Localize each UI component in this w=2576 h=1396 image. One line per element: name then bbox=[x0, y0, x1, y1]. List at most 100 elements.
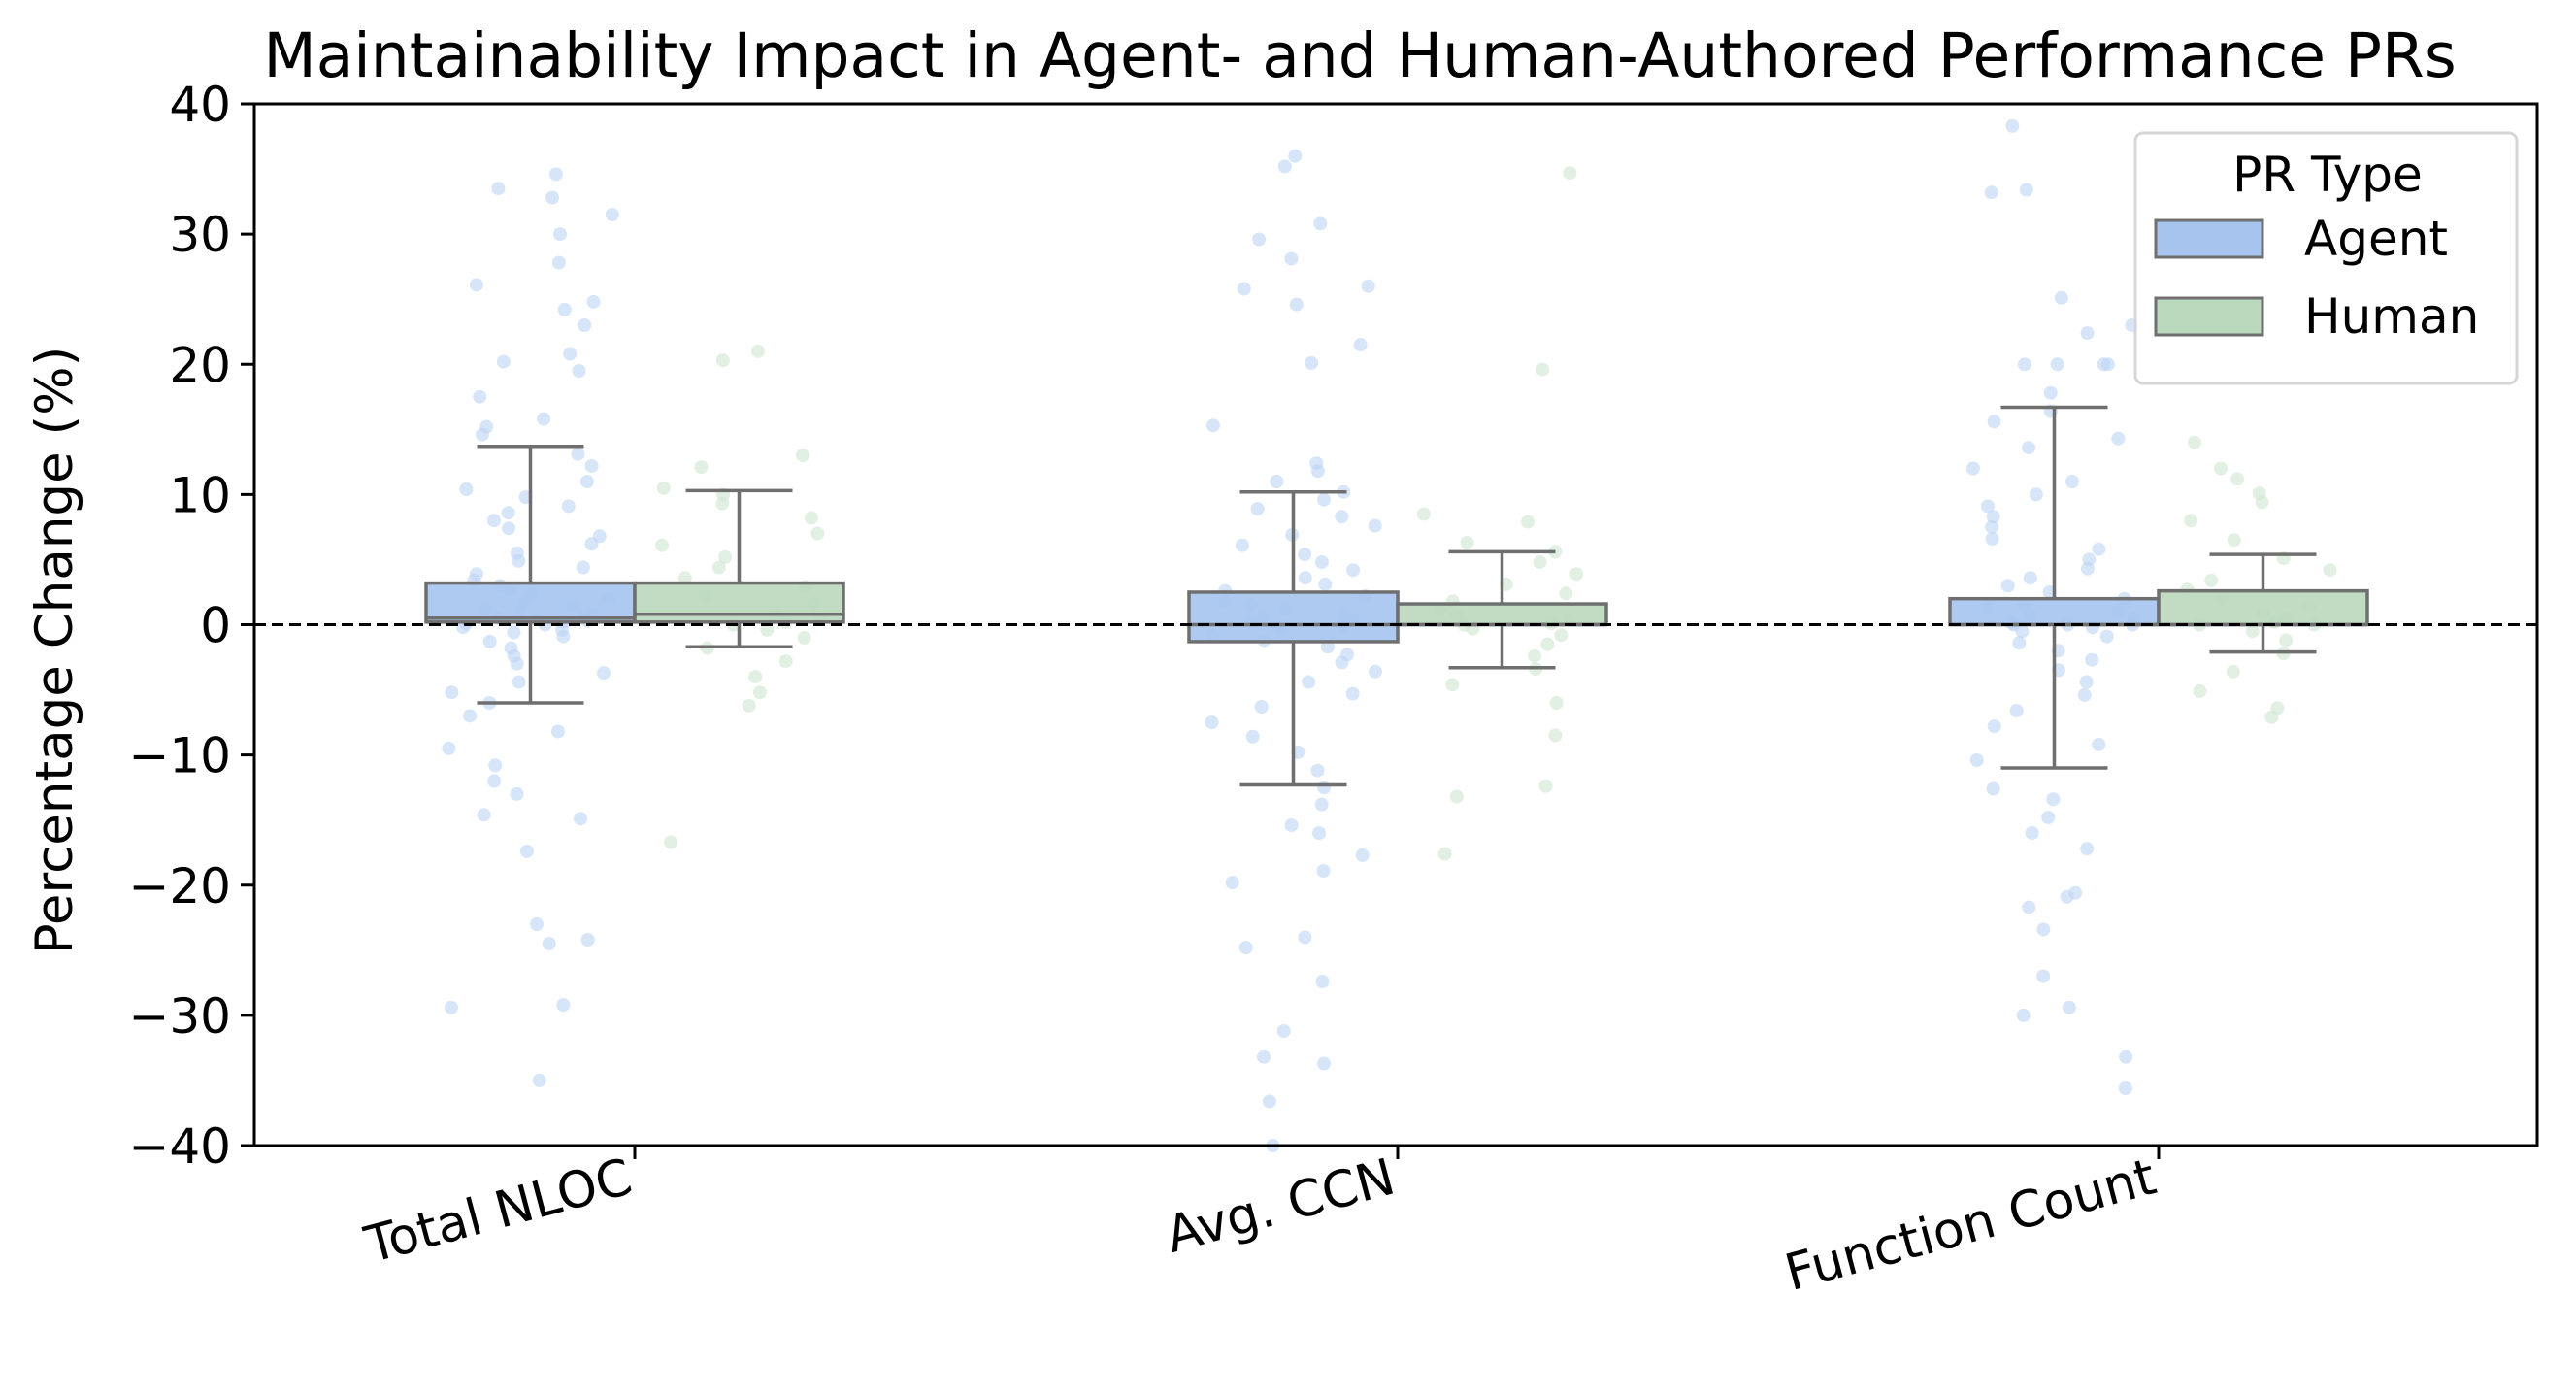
strip-point bbox=[576, 560, 590, 575]
strip-point bbox=[1984, 185, 1998, 200]
strip-point bbox=[1320, 640, 1335, 654]
box-iqr bbox=[2157, 588, 2369, 627]
strip-point bbox=[2245, 624, 2260, 639]
strip-point bbox=[2005, 118, 2020, 133]
strip-point bbox=[2054, 290, 2068, 305]
strip-point bbox=[545, 190, 559, 205]
strip-point bbox=[2019, 183, 2033, 197]
box-iqr bbox=[1948, 596, 2161, 627]
strip-point bbox=[463, 709, 478, 723]
strip-point bbox=[1981, 499, 1995, 514]
y-tick-label: 0 bbox=[200, 598, 231, 654]
strip-point bbox=[1345, 686, 1360, 701]
strip-point bbox=[2043, 385, 2058, 400]
strip-point bbox=[2062, 1000, 2076, 1014]
strip-point bbox=[1289, 297, 1304, 312]
strip-point bbox=[487, 514, 501, 528]
strip-point bbox=[2264, 710, 2279, 724]
strip-point bbox=[1317, 781, 1332, 795]
strip-point bbox=[2184, 514, 2198, 528]
strip-point bbox=[2193, 683, 2207, 698]
strip-point bbox=[1536, 362, 1550, 377]
strip-point bbox=[580, 933, 595, 947]
strip-point bbox=[2230, 472, 2245, 486]
strip-point bbox=[580, 475, 594, 488]
strip-point bbox=[2188, 435, 2201, 449]
strip-point bbox=[1313, 216, 1328, 231]
strip-point bbox=[1533, 555, 1547, 570]
y-tick-label: −40 bbox=[128, 1118, 231, 1175]
strip-point bbox=[1270, 475, 1284, 488]
strip-point bbox=[2022, 441, 2036, 455]
strip-point bbox=[1305, 355, 1319, 370]
strip-point bbox=[1549, 696, 1564, 710]
strip-point bbox=[1548, 728, 1563, 743]
strip-point bbox=[2092, 542, 2106, 556]
strip-point bbox=[1335, 510, 1349, 524]
strip-point bbox=[1276, 1024, 1291, 1038]
strip-point bbox=[1235, 538, 1249, 552]
strip-point bbox=[445, 685, 459, 700]
strip-point bbox=[2279, 633, 2294, 648]
strip-point bbox=[2080, 326, 2095, 341]
strip-point bbox=[2092, 737, 2106, 751]
strip-point bbox=[2060, 889, 2074, 904]
strip-point bbox=[584, 458, 599, 473]
strip-point bbox=[2050, 357, 2064, 372]
strip-point bbox=[1965, 461, 1980, 476]
strip-point bbox=[2046, 792, 2061, 807]
strip-point bbox=[2227, 533, 2241, 548]
strip-point bbox=[742, 698, 756, 713]
strip-point bbox=[482, 634, 497, 648]
strip-point bbox=[752, 685, 767, 700]
box-iqr bbox=[1396, 602, 1608, 627]
strip-point bbox=[553, 227, 567, 242]
strip-point bbox=[501, 506, 515, 520]
strip-point bbox=[1257, 1049, 1271, 1064]
legend: PR Type Agent Human bbox=[2133, 131, 2519, 385]
strip-point bbox=[491, 182, 506, 196]
strip-point bbox=[557, 302, 572, 316]
strip-point bbox=[584, 537, 599, 551]
strip-point bbox=[1335, 655, 1349, 670]
strip-point bbox=[2204, 573, 2219, 587]
strip-point bbox=[1277, 159, 1292, 174]
strip-point bbox=[1317, 492, 1331, 507]
strip-point bbox=[442, 741, 456, 755]
strip-point bbox=[656, 481, 671, 495]
strip-point bbox=[1298, 548, 1312, 562]
strip-point bbox=[1254, 700, 1269, 714]
plot-area bbox=[254, 118, 2537, 1152]
legend-swatch-human bbox=[2154, 296, 2264, 337]
strip-point bbox=[459, 482, 474, 496]
strip-point bbox=[2000, 579, 2015, 593]
strip-point bbox=[2016, 1008, 2031, 1022]
strip-point bbox=[1205, 418, 1220, 433]
strip-point bbox=[2077, 687, 2092, 702]
strip-point bbox=[715, 496, 730, 511]
strip-point bbox=[760, 622, 775, 637]
strip-point bbox=[510, 656, 524, 671]
strip-point bbox=[445, 1000, 458, 1014]
strip-point bbox=[748, 670, 763, 684]
strip-point bbox=[556, 629, 571, 644]
strip-point bbox=[2097, 357, 2111, 372]
y-tick-label: −20 bbox=[128, 858, 231, 914]
legend-swatch-agent bbox=[2154, 218, 2264, 259]
strip-point bbox=[778, 654, 793, 669]
strip-point bbox=[797, 630, 811, 645]
box-agent-0 bbox=[424, 444, 637, 705]
strip-point bbox=[2255, 495, 2269, 510]
strip-point bbox=[1310, 763, 1325, 778]
strip-point bbox=[2009, 704, 2024, 717]
strip-point bbox=[751, 344, 765, 358]
strip-point bbox=[605, 208, 619, 221]
strip-point bbox=[664, 835, 677, 849]
strip-point bbox=[694, 460, 709, 475]
strip-point bbox=[563, 347, 578, 361]
strip-point bbox=[1262, 1094, 1276, 1109]
strip-point bbox=[1987, 719, 2001, 734]
strip-point bbox=[1318, 577, 1333, 591]
y-tick-label: −30 bbox=[128, 988, 231, 1045]
strip-point bbox=[1314, 555, 1329, 570]
